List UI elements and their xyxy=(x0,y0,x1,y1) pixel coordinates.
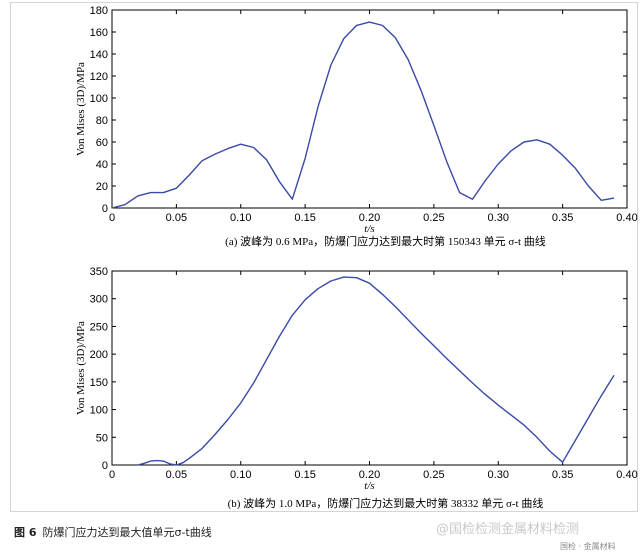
y-tick-label-a: 160 xyxy=(90,27,108,39)
corner-text: 国检 · 金属材料 xyxy=(560,542,616,551)
x-tick-label-b: 0.40 xyxy=(616,469,637,481)
x-tick-label-a: 0.30 xyxy=(488,212,509,224)
x-tick-label-a: 0.05 xyxy=(166,212,187,224)
plot-frame-b xyxy=(111,270,628,466)
y-tick-label-b: 100 xyxy=(90,405,108,417)
chart-caption-a: (a) 波峰为 0.6 MPa，防爆门应力达到最大时第 150343 单元 σ-… xyxy=(225,234,546,248)
x-tick-label-a: 0.10 xyxy=(230,212,251,224)
x-tick-label-b: 0.35 xyxy=(552,469,573,481)
x-tick-label-b: 0.10 xyxy=(230,469,251,481)
x-tick-label-b: 0.30 xyxy=(488,469,509,481)
x-tick-label-b: 0 xyxy=(109,469,115,481)
y-axis-title-b: Von Mises (3D)/MPa xyxy=(75,321,87,415)
y-tick-label-a: 180 xyxy=(90,5,108,17)
x-tick-label-b: 0.25 xyxy=(423,469,444,481)
series-line-b xyxy=(137,276,615,466)
chart-caption-b: (b) 波峰为 1.0 MPa，防爆门应力达到最大时第 38332 单元 σ-t… xyxy=(228,496,544,510)
y-tick-label-b: 250 xyxy=(90,321,108,333)
x-tick-label-a: 0.35 xyxy=(552,212,573,224)
y-tick-label-a: 80 xyxy=(96,115,108,127)
y-tick-label-a: 140 xyxy=(90,49,108,61)
figure-number: 图 6 xyxy=(14,526,37,539)
y-tick-label-a: 60 xyxy=(96,137,108,149)
y-tick-label-b: 200 xyxy=(90,349,108,361)
x-tick-label-a: 0.40 xyxy=(616,212,637,224)
y-axis-title-a: Von Mises (3D)/MPa xyxy=(75,62,87,156)
x-axis-title-a: t/s xyxy=(364,223,374,235)
y-tick-label-b: 150 xyxy=(90,377,108,389)
x-tick-label-a: 0.20 xyxy=(359,212,380,224)
y-tick-label-a: 120 xyxy=(90,71,108,83)
y-tick-label-b: 300 xyxy=(90,294,108,306)
x-tick-label-b: 0.20 xyxy=(359,469,380,481)
y-tick-label-a: 100 xyxy=(90,93,108,105)
x-axis-title-b: t/s xyxy=(364,480,374,492)
figure-caption-text: 防爆门应力达到最大值单元σ-t曲线 xyxy=(42,526,212,539)
y-tick-label-a: 40 xyxy=(96,159,108,171)
x-tick-label-a: 0.15 xyxy=(294,212,315,224)
y-tick-label-b: 0 xyxy=(102,460,108,472)
x-tick-label-b: 0.15 xyxy=(294,469,315,481)
x-tick-label-a: 0 xyxy=(109,212,115,224)
y-tick-label-b: 350 xyxy=(90,266,108,278)
plot-frame-a xyxy=(111,9,628,209)
y-tick-label-a: 20 xyxy=(96,181,108,193)
watermark: @国检检测金属材料检测 xyxy=(436,522,580,537)
y-tick-label-a: 0 xyxy=(102,203,108,215)
series-line-a xyxy=(111,21,615,209)
figure-caption: 图 6 防爆门应力达到最大值单元σ-t曲线 xyxy=(14,524,212,540)
y-tick-label-b: 50 xyxy=(96,432,108,444)
x-tick-label-b: 0.05 xyxy=(166,469,187,481)
x-tick-label-a: 0.25 xyxy=(423,212,444,224)
